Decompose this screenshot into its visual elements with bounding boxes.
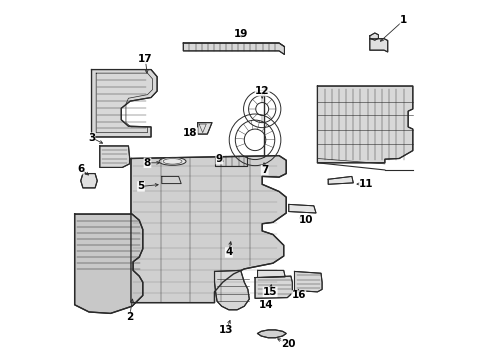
Polygon shape — [289, 204, 316, 213]
Polygon shape — [255, 276, 293, 298]
Text: 9: 9 — [216, 154, 223, 164]
Text: 8: 8 — [144, 158, 151, 168]
Text: 14: 14 — [259, 300, 273, 310]
Text: 1: 1 — [400, 15, 407, 26]
Text: 6: 6 — [77, 164, 84, 174]
Polygon shape — [258, 330, 286, 338]
Polygon shape — [258, 270, 285, 278]
Ellipse shape — [159, 157, 186, 165]
Polygon shape — [100, 146, 129, 167]
Text: 11: 11 — [359, 179, 373, 189]
Polygon shape — [81, 174, 97, 188]
Text: 2: 2 — [126, 312, 133, 322]
Text: 19: 19 — [234, 29, 248, 39]
Text: 17: 17 — [138, 54, 152, 64]
Polygon shape — [74, 214, 143, 314]
Polygon shape — [215, 156, 247, 166]
Polygon shape — [162, 176, 181, 184]
Text: 15: 15 — [263, 287, 277, 297]
Text: 4: 4 — [225, 247, 233, 257]
Polygon shape — [215, 270, 249, 310]
Text: 13: 13 — [219, 325, 234, 335]
Polygon shape — [370, 39, 388, 52]
Polygon shape — [197, 123, 212, 134]
Polygon shape — [183, 43, 285, 54]
Text: 12: 12 — [255, 86, 270, 96]
Text: 20: 20 — [281, 339, 295, 349]
Polygon shape — [92, 69, 157, 137]
Text: 16: 16 — [292, 291, 306, 301]
Polygon shape — [131, 156, 286, 303]
Text: 3: 3 — [88, 133, 95, 143]
Text: 7: 7 — [261, 165, 269, 175]
Polygon shape — [370, 33, 378, 40]
Polygon shape — [328, 176, 353, 184]
Text: 10: 10 — [299, 215, 313, 225]
Polygon shape — [318, 86, 413, 163]
Polygon shape — [294, 271, 322, 292]
Text: 5: 5 — [137, 181, 145, 192]
Text: 18: 18 — [183, 128, 198, 138]
